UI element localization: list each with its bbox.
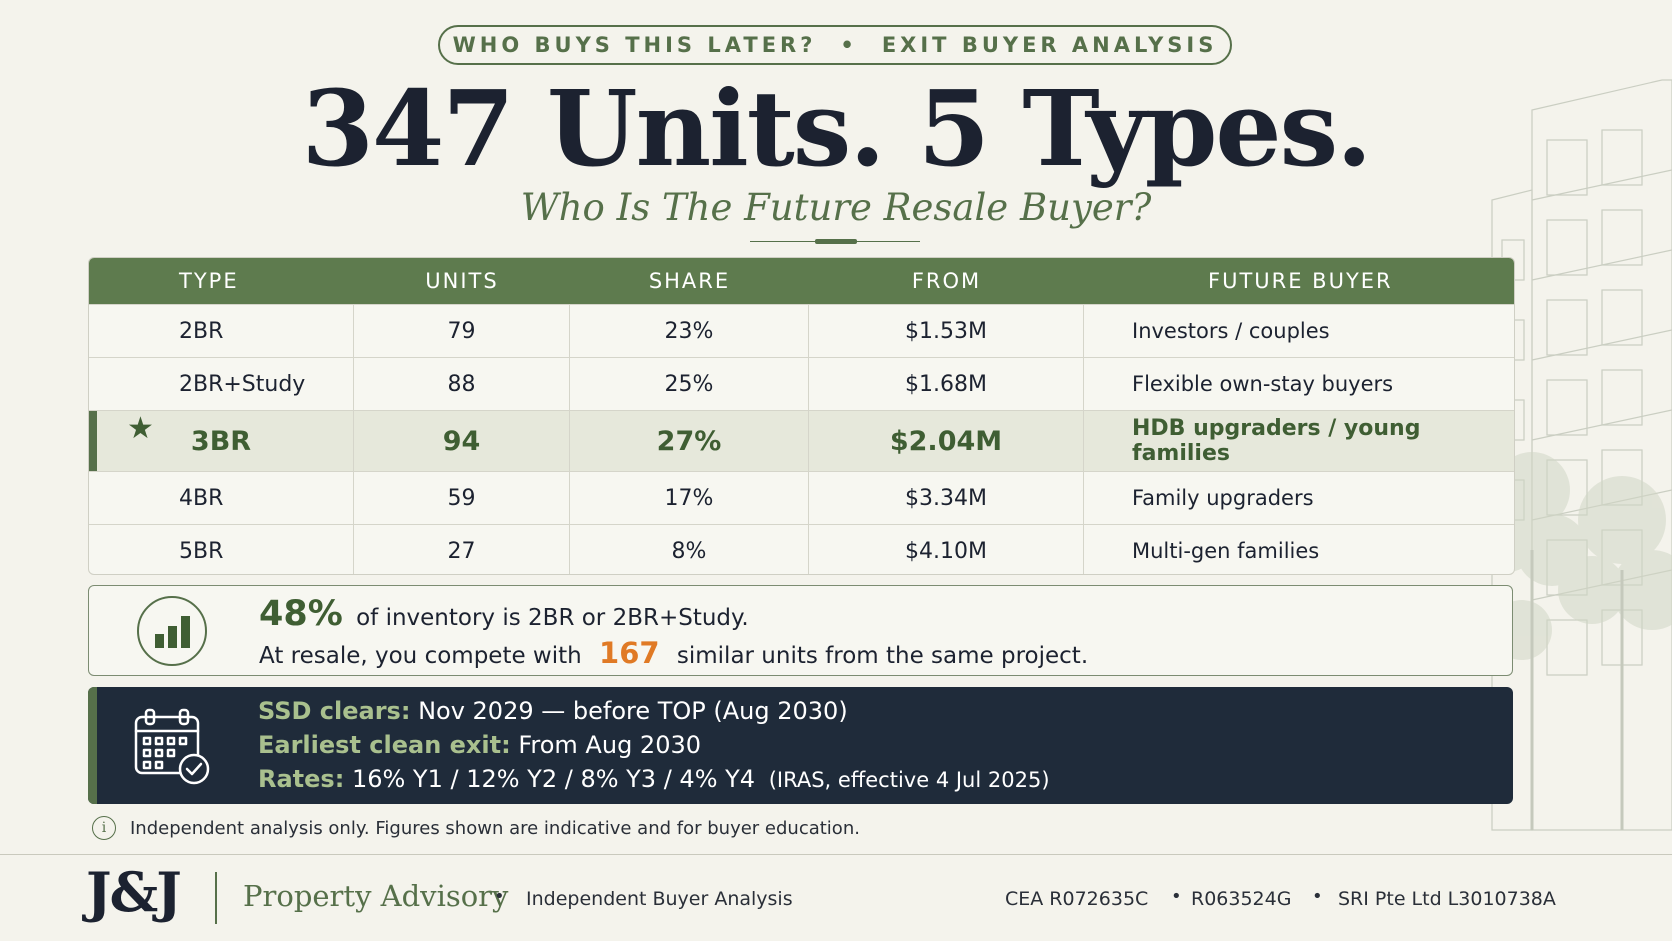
cell-type: 5BR xyxy=(89,525,354,574)
star-icon: ★ xyxy=(127,411,154,446)
bar-chart-icon-bar xyxy=(155,634,164,648)
insight-line-2: At resale, you compete with 167 similar … xyxy=(259,636,1088,670)
insight-line-1: 48% of inventory is 2BR or 2BR+Study. xyxy=(259,594,749,634)
earliest-exit-line: Earliest clean exit: From Aug 2030 xyxy=(258,731,701,759)
kicker-separator: • xyxy=(840,33,858,57)
cell-buyer: HDB upgraders / young families xyxy=(1132,416,1421,466)
cell-share: 23% xyxy=(570,305,809,357)
page-title: 347 Units. 5 Types. xyxy=(301,67,1373,190)
bar-chart-icon-bar xyxy=(168,626,177,648)
column-header-future-buyer: FUTURE BUYER xyxy=(1208,269,1393,293)
kicker-pill: WHO BUYS THIS LATER? • EXIT BUYER ANALYS… xyxy=(438,25,1232,65)
table-row-highlighted: ★ 3BR 94 27% $2.04M HDB upgraders / youn… xyxy=(89,410,1514,471)
disclaimer-text: Independent analysis only. Figures shown… xyxy=(130,817,860,839)
table-row: 2BR 79 23% $1.53M Investors / couples xyxy=(89,304,1514,357)
footer-tagline: Independent Buyer Analysis xyxy=(526,888,793,910)
column-header-type: TYPE xyxy=(179,269,239,293)
column-header-from: FROM xyxy=(911,269,982,293)
page-subtitle: Who Is The Future Resale Buyer? xyxy=(520,186,1152,229)
info-icon: i xyxy=(92,816,116,840)
cell-buyer: Investors / couples xyxy=(1132,319,1330,343)
insight-line-2-pre: At resale, you compete with xyxy=(259,643,582,669)
ssd-rates-value: 16% Y1 / 12% Y2 / 8% Y3 / 4% Y4 xyxy=(351,765,756,793)
earliest-exit-value: From Aug 2030 xyxy=(518,731,702,759)
logo-divider xyxy=(215,872,217,924)
cell-type: 2BR xyxy=(89,305,354,357)
table-row: 4BR 59 17% $3.34M Family upgraders xyxy=(89,471,1514,524)
footer-separator: • xyxy=(494,886,505,907)
cell-units: 88 xyxy=(354,358,570,410)
cell-units: 59 xyxy=(354,472,570,524)
cell-buyer: Multi-gen families xyxy=(1132,539,1320,563)
brand-name: Property Advisory xyxy=(243,879,509,913)
title-divider-accent xyxy=(815,239,857,244)
company-logo: J&J xyxy=(86,860,182,924)
cell-share: 25% xyxy=(570,358,809,410)
bar-chart-icon-bar xyxy=(181,616,190,648)
earliest-exit-label: Earliest clean exit: xyxy=(258,731,511,759)
cell-from: $2.04M xyxy=(809,411,1084,471)
cell-type: 2BR+Study xyxy=(89,358,354,410)
ssd-rates-line: Rates: 16% Y1 / 12% Y2 / 8% Y3 / 4% Y4 (… xyxy=(258,765,1050,793)
ssd-clears-label: SSD clears: xyxy=(258,697,411,725)
disclaimer: i Independent analysis only. Figures sho… xyxy=(92,816,860,840)
cell-share: 8% xyxy=(570,525,809,574)
cell-from: $1.68M xyxy=(809,358,1084,410)
cell-buyer: Flexible own-stay buyers xyxy=(1132,372,1394,396)
table-row: 2BR+Study 88 25% $1.68M Flexible own-sta… xyxy=(89,357,1514,410)
competing-unit-count: 167 xyxy=(599,636,660,670)
kicker-right: EXIT BUYER ANALYSIS xyxy=(881,33,1218,57)
insight-line-1-text: of inventory is 2BR or 2BR+Study. xyxy=(356,605,749,631)
calendar-check-icon xyxy=(134,708,210,785)
ssd-clears-value: Nov 2029 — before TOP (Aug 2030) xyxy=(418,697,848,725)
ssd-info-box: SSD clears: Nov 2029 — before TOP (Aug 2… xyxy=(88,687,1513,804)
cell-from: $4.10M xyxy=(809,525,1084,574)
cell-from: $1.53M xyxy=(809,305,1084,357)
registration-number: R063524G xyxy=(1191,888,1292,910)
cell-share: 27% xyxy=(570,411,809,471)
cell-units: 94 xyxy=(354,411,570,471)
cell-share: 17% xyxy=(570,472,809,524)
inventory-insight-box: 48% of inventory is 2BR or 2BR+Study. At… xyxy=(88,585,1513,676)
license-number: SRI Pte Ltd L3010738A xyxy=(1338,888,1556,910)
cell-units: 79 xyxy=(354,305,570,357)
cell-type: 4BR xyxy=(89,472,354,524)
ssd-rates-note: (IRAS, effective 4 Jul 2025) xyxy=(768,768,1050,792)
kicker-left: WHO BUYS THIS LATER? xyxy=(452,33,817,57)
cell-units: 27 xyxy=(354,525,570,574)
column-header-share: SHARE xyxy=(648,269,731,293)
footer-separator: • xyxy=(1312,886,1323,907)
ssd-rates-label: Rates: xyxy=(258,765,345,793)
unit-mix-table: TYPE UNITS SHARE FROM FUTURE BUYER 2BR 7… xyxy=(88,257,1515,575)
cell-type: 3BR xyxy=(89,411,354,471)
table-header: TYPE UNITS SHARE FROM FUTURE BUYER xyxy=(89,258,1514,304)
footer-separator: • xyxy=(1171,886,1182,907)
footer-divider xyxy=(0,854,1672,855)
footer xyxy=(0,855,1672,941)
cea-number: CEA R072635C xyxy=(1005,888,1149,910)
insight-line-2-post: similar units from the same project. xyxy=(676,643,1089,669)
cell-from: $3.34M xyxy=(809,472,1084,524)
ssd-clears-line: SSD clears: Nov 2029 — before TOP (Aug 2… xyxy=(258,697,848,725)
column-header-units: UNITS xyxy=(425,269,499,293)
bar-chart-icon xyxy=(137,596,207,666)
inventory-percentage: 48% xyxy=(259,594,343,634)
table-row: 5BR 27 8% $4.10M Multi-gen families xyxy=(89,524,1514,574)
cell-buyer: Family upgraders xyxy=(1132,486,1314,510)
